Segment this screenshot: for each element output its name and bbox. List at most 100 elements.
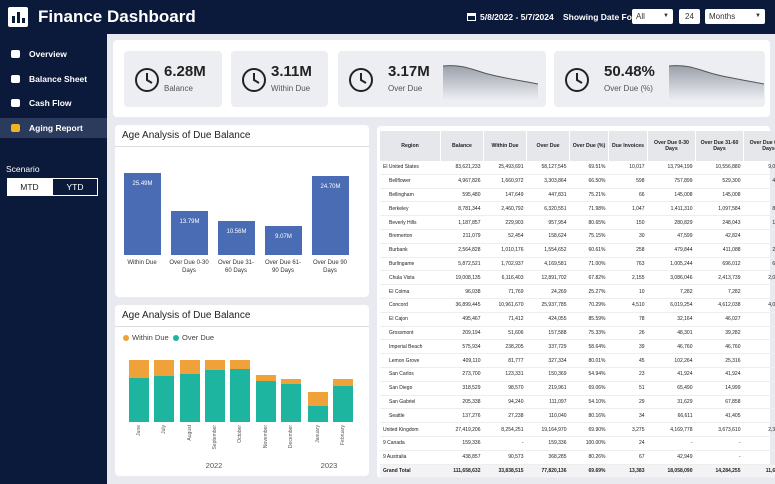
kpi-value: 6.28M <box>164 63 206 80</box>
table-row[interactable]: El United States 83,621,233 25,493,691 58,1… <box>380 161 775 175</box>
bar-segment <box>308 406 329 422</box>
table-cell: 1,660,972 <box>483 174 527 189</box>
table-cell: 6,019,254 <box>647 298 696 313</box>
table-cell: - <box>647 436 696 451</box>
table-cell: 2,155 <box>608 270 648 286</box>
table-cell: 81,777 <box>483 353 527 368</box>
table-cell: 70.29% <box>569 298 609 313</box>
table-panel: Region Balance Within Due Over Due Over Due … <box>377 126 775 479</box>
kpi-label: Within Due <box>271 84 311 93</box>
table-cell: Beverly Hills <box>380 215 441 230</box>
table-row[interactable]: Chula Vista 19,008,135 6,116,403 12,891,702… <box>380 270 775 286</box>
dropdown-text: Months <box>709 12 736 21</box>
table-row[interactable]: Burbank 2,564,828 1,010,176 1,554,652 60.61%… <box>380 243 775 258</box>
table-cell: 479,844 <box>647 243 696 258</box>
table-row[interactable]: 9 Australia 438,857 90,573 368,285 80.26% 67 4… <box>380 450 775 465</box>
table-cell: 71.98% <box>569 201 609 217</box>
table-cell: Bellflower <box>380 174 441 189</box>
table-row[interactable]: Bellflower 4,967,826 1,660,972 3,303,864 66.… <box>380 174 775 189</box>
table-row[interactable]: Bellingham 595,480 147,649 447,831 75.21% 66 1… <box>380 188 775 203</box>
table-row[interactable]: Grossmont 209,194 51,606 157,588 75.33% 26 48,… <box>380 326 775 341</box>
table-cell: 1,010,176 <box>483 243 527 258</box>
table-row[interactable]: Lemon Grove 409,110 81,777 327,334 80.01% 45 1… <box>380 353 775 368</box>
table-row[interactable]: Seattle 137,276 27,238 110,040 80.16% 34 66,61… <box>380 408 775 424</box>
table-cell: 447,831 <box>526 188 570 203</box>
table-cell: Lemon Grove <box>380 353 441 368</box>
table-cell: 61,395 <box>743 188 775 203</box>
table-cell: 9 Canada <box>380 436 441 451</box>
table-row[interactable]: Beverly Hills 1,187,857 229,903 957,954 80.6… <box>380 215 775 230</box>
table-cell: 318,529 <box>440 381 484 396</box>
table-cell: 763 <box>608 257 648 272</box>
table-cell: 30 <box>608 229 648 244</box>
table-cell: 47,599 <box>647 229 696 244</box>
table-row[interactable]: Concord 36,899,445 10,961,670 25,937,785 70.… <box>380 298 775 313</box>
menu-item[interactable]: Aging Report <box>0 117 107 138</box>
table-cell: 495,467 <box>440 312 484 327</box>
x-tick-label: August <box>186 425 193 441</box>
menu-item[interactable]: Overview <box>0 44 107 64</box>
table-cell: 41,924 <box>695 367 744 382</box>
table-cell: 627,954 <box>743 257 775 272</box>
bar <box>218 221 255 255</box>
table-row[interactable]: El Cajon 495,467 71,412 424,055 85.59% 78 32,1… <box>380 312 775 327</box>
table-cell: 7,282 <box>695 284 744 299</box>
bar-chart-panel: Age Analysis of Due Balance 25.49M Within … <box>115 125 369 297</box>
table-cell: 23 <box>608 367 648 382</box>
table-cell: 110,040 <box>526 408 570 424</box>
menu-text: Overview <box>29 49 67 59</box>
x-tick-label: June <box>136 425 142 436</box>
x-tick-label: November <box>262 425 269 449</box>
table-cell: 71,412 <box>483 312 527 327</box>
table-cell: 71.00% <box>569 257 609 272</box>
kpi-card: 3.17M Over Due <box>338 51 546 107</box>
column-header: Over Due 60-90 Days <box>743 131 775 161</box>
legend-swatch <box>173 335 179 341</box>
table-cell: 51,606 <box>483 326 527 341</box>
sparkline <box>443 65 538 100</box>
table-row[interactable]: El Colma 96,038 71,769 24,269 25.27% 10 7,282 7… <box>380 284 775 299</box>
date-range[interactable]: 5/8/2022 - 5/7/2024 <box>480 12 554 22</box>
table-row[interactable]: Imperial Beach 575,934 238,205 337,729 58.64… <box>380 339 775 355</box>
table-row[interactable]: Berkeley 8,781,344 2,460,792 6,320,551 71.98… <box>380 201 775 217</box>
table-cell: El Cajon <box>380 312 441 327</box>
table-cell: 19,008,135 <box>440 270 484 286</box>
table-cell: Imperial Beach <box>380 339 441 355</box>
menu-item[interactable]: Cash Flow <box>0 93 107 113</box>
table-cell: 2,413,739 <box>695 270 744 286</box>
table-cell: 54.10% <box>569 395 609 410</box>
bar <box>124 173 161 255</box>
divider <box>115 146 369 147</box>
table-cell: 7,282 <box>743 284 775 299</box>
table-cell: San Carlos <box>380 367 441 382</box>
table-cell: 98,570 <box>483 381 527 396</box>
table-cell: 38,294 <box>743 367 775 382</box>
legend-label: Within Due <box>132 333 169 342</box>
table-cell: 1,187,857 <box>440 215 484 230</box>
table-row[interactable]: Grand Total 111,658,632 33,838,515 77,820,1… <box>380 464 775 479</box>
unit-dropdown[interactable]: Months ▼ <box>705 9 765 24</box>
table-row[interactable]: Burlingame 5,872,521 1,702,937 4,169,581 71.… <box>380 257 775 272</box>
table-cell: 25,493,691 <box>483 161 527 175</box>
year-label: 2022 <box>205 461 223 470</box>
table-row[interactable]: San Diego 318,529 98,570 219,961 69.06% 51 65,… <box>380 381 775 396</box>
period-dropdown[interactable]: All ▼ <box>632 9 673 24</box>
table-cell: 25.27% <box>569 284 609 299</box>
table-cell: 90,573 <box>483 450 527 465</box>
table-row[interactable]: United Kingdom 27,419,206 8,254,251 19,164,… <box>380 422 775 437</box>
scenario-button[interactable]: MTD <box>7 178 52 196</box>
table-row[interactable]: Bremerton 211,079 52,454 158,624 75.15% 30 47,… <box>380 229 775 244</box>
table-cell: 7,282 <box>647 284 696 299</box>
x-tick-label: Within Due <box>127 260 157 266</box>
count-input[interactable]: 24 <box>679 9 700 24</box>
table-cell: 2,460,792 <box>483 201 527 217</box>
table-cell: 85.59% <box>569 312 609 327</box>
table-row[interactable]: San Carlos 273,700 123,331 150,369 54.94% 23 4… <box>380 367 775 382</box>
table-row[interactable]: San Gabriel 205,338 94,240 111,097 54.10% 29 3… <box>380 395 775 410</box>
table-cell: 78 <box>608 312 648 327</box>
scenario-button[interactable]: YTD <box>52 178 98 196</box>
table-cell: 58,127,545 <box>526 161 570 175</box>
menu-item[interactable]: Balance Sheet <box>0 69 107 89</box>
menu-text: Aging Report <box>29 122 83 133</box>
